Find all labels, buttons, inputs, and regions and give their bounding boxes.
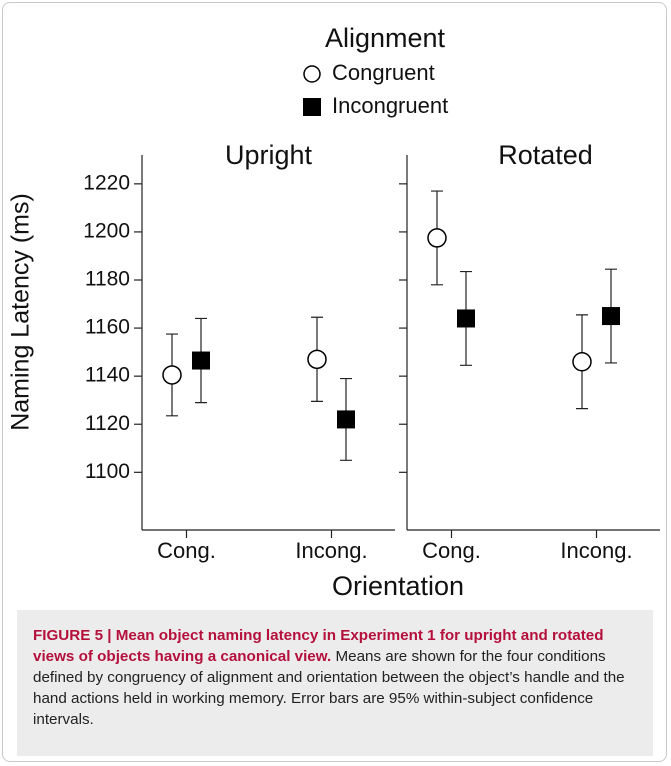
x-tick-label: Cong. — [157, 538, 216, 563]
data-point — [337, 410, 355, 429]
legend-label: Congruent — [332, 60, 435, 85]
y-tick-label: 1220 — [83, 171, 130, 194]
panel-title: Rotated — [498, 140, 593, 170]
y-tick-label: 1120 — [85, 412, 130, 435]
y-tick-label: 1200 — [83, 219, 130, 242]
data-point — [427, 228, 447, 248]
caption: FIGURE 5 | Mean object naming latency in… — [17, 610, 653, 756]
panel-title: Upright — [225, 140, 313, 170]
x-tick-label: Incong. — [295, 538, 367, 563]
caption-text: Means are shown for the four conditions … — [33, 648, 625, 728]
y-tick-label: 1180 — [85, 268, 130, 291]
y-axis-label: Naming Latency (ms) — [7, 193, 35, 431]
chart: Alignment Naming Latency (ms) Orientatio… — [7, 23, 660, 600]
y-tick-label: 1140 — [85, 364, 130, 387]
legend-title: Alignment — [325, 23, 446, 53]
data-point — [572, 351, 592, 372]
caption-heading: FIGURE 5 | Mean object naming latency in… — [33, 627, 604, 665]
data-point — [602, 307, 620, 326]
data-point — [457, 309, 475, 328]
legend-marker — [303, 98, 321, 116]
legend-marker — [303, 65, 321, 83]
data-point — [307, 349, 327, 370]
data-point — [162, 365, 182, 385]
legend-label: Incongruent — [332, 93, 448, 118]
x-axis-label: Orientation — [332, 571, 464, 600]
y-tick-label: 1100 — [85, 460, 130, 483]
y-tick-label: 1160 — [85, 316, 130, 339]
x-tick-label: Cong. — [422, 538, 481, 563]
x-tick-label: Incong. — [560, 538, 632, 563]
data-point — [192, 351, 210, 370]
